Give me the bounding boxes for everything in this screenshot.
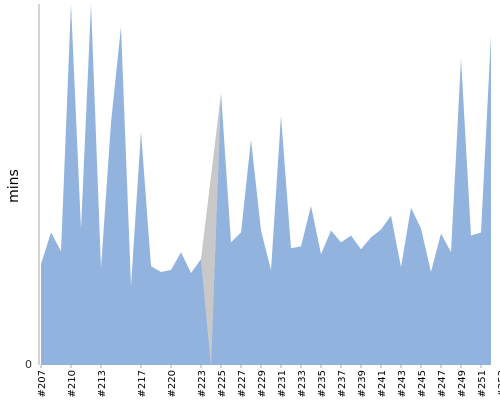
plot-area xyxy=(41,4,491,365)
x-tick-label: #245 xyxy=(417,370,428,397)
x-tick-label: #213 xyxy=(97,370,108,397)
series-area xyxy=(41,4,491,365)
x-tick-label: #223 xyxy=(197,370,208,397)
y-tick-label: 0 xyxy=(25,358,32,371)
y-axis-ticks: 0 xyxy=(25,358,32,371)
x-tick-label: #207 xyxy=(37,370,48,397)
x-tick-label: #251 xyxy=(477,370,488,397)
x-axis-ticks: #207 #210 #213 #217 #220 #223 #225 #227 #229 #231… xyxy=(37,365,500,397)
x-tick-label: #243 xyxy=(397,370,408,397)
x-tick-label: #241 xyxy=(377,370,388,397)
x-tick-label: #233 xyxy=(297,370,308,397)
x-tick-label: #210 xyxy=(67,370,78,397)
y-axis-label: mins xyxy=(6,169,22,203)
x-tick-label: #237 xyxy=(337,370,348,397)
x-tick-label: #220 xyxy=(167,370,178,397)
x-tick-label: #249 xyxy=(457,370,468,397)
x-tick-label: #235 xyxy=(317,370,328,397)
x-tick-label: #229 xyxy=(257,370,268,397)
x-tick-label: #253 xyxy=(497,370,500,397)
gap-marker xyxy=(201,93,221,365)
x-tick-label: #225 xyxy=(217,370,228,397)
x-tick-label: #239 xyxy=(357,370,368,397)
x-tick-label: #227 xyxy=(237,370,248,397)
x-tick-label: #217 xyxy=(137,370,148,397)
x-tick-label: #231 xyxy=(277,370,288,397)
x-tick-label: #247 xyxy=(437,370,448,397)
